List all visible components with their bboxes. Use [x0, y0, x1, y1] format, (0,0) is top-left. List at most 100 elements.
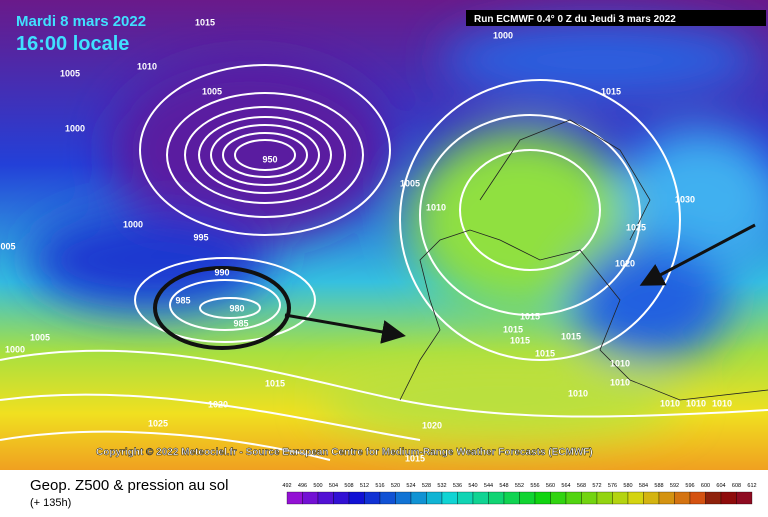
colorbar-tick: 568: [577, 483, 586, 489]
isobar-label: 1005: [202, 86, 222, 96]
colorbar-swatch: [689, 491, 706, 505]
isobar-label: 1015: [601, 86, 621, 96]
colorbar-tick: 496: [298, 483, 307, 489]
colorbar-swatch: [643, 491, 660, 505]
colorbar-tick: 572: [592, 483, 601, 489]
colorbar-swatch: [410, 491, 427, 505]
run-box: [466, 10, 766, 26]
isobar-label: 1010: [610, 377, 630, 387]
colorbar-swatch: [612, 491, 629, 505]
colorbar-swatch: [457, 491, 474, 505]
coastlines: [399, 119, 768, 401]
colorbar-swatch: [441, 491, 458, 505]
isobar-label: 1000: [493, 30, 513, 40]
footer-lead: (+ 135h): [30, 497, 71, 509]
colorbar-tick: 492: [282, 483, 291, 489]
colorbar-swatch: [658, 491, 675, 505]
isobar-label: 1010: [712, 398, 732, 408]
colorbar-tick: 544: [484, 483, 493, 489]
colorbar-tick: 580: [623, 483, 632, 489]
colorbar-tick: 584: [639, 483, 648, 489]
colorbar-swatch: [364, 491, 381, 505]
colorbar-swatch: [286, 491, 303, 505]
isobar-label: 1020: [422, 420, 442, 430]
isobar-label: 1025: [148, 418, 168, 428]
colorbar-tick: 504: [329, 483, 338, 489]
low-circle: [153, 266, 291, 350]
colorbar-tick: 536: [453, 483, 462, 489]
isobar-label: 1025: [626, 222, 646, 232]
colorbar-tick: 540: [468, 483, 477, 489]
colorbar-tick: 588: [654, 483, 663, 489]
colorbar-swatch: [503, 491, 520, 505]
colorbar-swatch: [720, 491, 737, 505]
colorbar-tick: 600: [701, 483, 710, 489]
isobar-label: 1000: [65, 123, 85, 133]
isobar-label: 980: [229, 303, 244, 313]
colorbar-tick: 604: [716, 483, 725, 489]
isobar-label: 990: [214, 267, 229, 277]
colorbar-tick: 520: [391, 483, 400, 489]
run: Run ECMWF 0.4° 0 Z du Jeudi 3 mars 2022: [474, 14, 676, 25]
colorbar-tick: 532: [437, 483, 446, 489]
colorbar-swatch: [472, 491, 489, 505]
isobar-label: 1010: [686, 398, 706, 408]
colorbar-swatch: [534, 491, 551, 505]
isobar-labels: 1015 1010 1005 1005 1000 1000 995 1005 1010 1000 1…: [0, 17, 732, 463]
isobar-label: 985: [233, 318, 248, 328]
colorbar-tick: 608: [732, 483, 741, 489]
isobar-label: 1015: [510, 335, 530, 345]
colorbar-swatch: [379, 491, 396, 505]
colorbar-swatch: [333, 491, 350, 505]
colorbar-tick: 512: [360, 483, 369, 489]
copyright: Copyright © 2022 Meteociel.fr - Source E…: [96, 447, 593, 458]
colorbar-swatch: [627, 491, 644, 505]
colorbar-swatch: [736, 491, 753, 505]
isobar-label: 1015: [195, 17, 215, 27]
isobar-label: 1010: [610, 358, 630, 368]
colorbar-swatch: [317, 491, 334, 505]
colorbar-swatch: [348, 491, 365, 505]
isobar-label: 1015: [535, 348, 555, 358]
isobar-label: 1015: [405, 453, 425, 463]
isobar-label: 1015: [520, 311, 540, 321]
footer-title: Geop. Z500 & pression au sol: [30, 477, 228, 494]
isobar-label: 1010: [137, 61, 157, 71]
colorbar-swatch: [674, 491, 691, 505]
colorbar-tick: 548: [499, 483, 508, 489]
footer: [0, 470, 768, 512]
isobar-label: 1010: [568, 388, 588, 398]
colorbar-tick: 556: [530, 483, 539, 489]
colorbar-swatch: [565, 491, 582, 505]
colorbar-tick: 576: [608, 483, 617, 489]
colorbar-swatch: [302, 491, 319, 505]
colorbar-tick: 508: [344, 483, 353, 489]
colorbar-tick: 500: [313, 483, 322, 489]
colorbar-tick: 516: [375, 483, 384, 489]
isobar-label: 985: [175, 295, 190, 305]
colorbar-tick: 552: [515, 483, 524, 489]
colorbar-tick: 596: [685, 483, 694, 489]
colorbar-swatch: [596, 491, 613, 505]
colorbar-swatch: [705, 491, 722, 505]
isobar-label: 1005: [30, 332, 50, 342]
colorbar-swatch: [488, 491, 505, 505]
arrow: [639, 223, 756, 286]
colorbar-swatch: [519, 491, 536, 505]
isobar-label: 1005: [400, 178, 420, 188]
isobar-label: 005: [0, 241, 15, 251]
isobar-label: 995: [193, 232, 208, 242]
colorbar-tick: 560: [546, 483, 555, 489]
field: [0, 0, 768, 470]
colorbar-swatch: [395, 491, 412, 505]
isobar-label: 1005: [60, 68, 80, 78]
isobar-label: 1030: [675, 194, 695, 204]
colorbar-tick: 528: [422, 483, 431, 489]
date: Mardi 8 mars 2022: [16, 13, 146, 30]
isobar-label: 1015: [561, 331, 581, 341]
isobar-label: 1020: [208, 399, 228, 409]
colorbar-tick: 592: [670, 483, 679, 489]
colorbar-tick: 524: [406, 483, 415, 489]
